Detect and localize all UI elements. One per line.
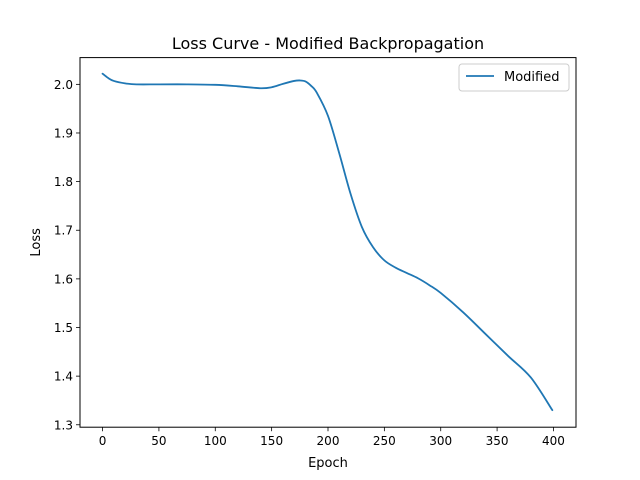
x-axis-label: Epoch (308, 456, 348, 471)
x-tick-label: 200 (317, 434, 340, 448)
x-tick-label: 100 (204, 434, 227, 448)
x-tick-label: 150 (260, 434, 283, 448)
x-tick-label: 300 (429, 434, 452, 448)
y-tick-label: 1.7 (54, 224, 73, 238)
y-tick-label: 1.3 (54, 418, 73, 432)
legend-box (458, 63, 570, 92)
series-line-modified (101, 72, 554, 412)
legend: Modified (458, 63, 570, 92)
x-tick-label: 400 (542, 434, 565, 448)
x-tick-label: 250 (373, 434, 396, 448)
chart-title: Loss Curve - Modified Backpropagation (172, 34, 484, 53)
plot-frame (79, 57, 577, 428)
x-tick-label: 50 (151, 434, 166, 448)
axis-ticks: 0 50 100 150 200 250 300 350 400 1.3 1.4 1.5 1.6 1.7 1… (54, 78, 565, 448)
y-tick-label: 1.5 (54, 321, 73, 335)
y-tick-label: 2.0 (54, 78, 73, 92)
legend-label-modified: Modified (504, 70, 559, 85)
y-axis-label: Loss (29, 228, 44, 257)
y-tick-label: 1.4 (54, 370, 73, 384)
y-tick-label: 1.9 (54, 126, 73, 140)
x-tick-label: 0 (99, 434, 107, 448)
x-tick-label: 350 (486, 434, 509, 448)
y-tick-label: 1.8 (54, 175, 73, 189)
y-tick-label: 1.6 (54, 272, 73, 286)
